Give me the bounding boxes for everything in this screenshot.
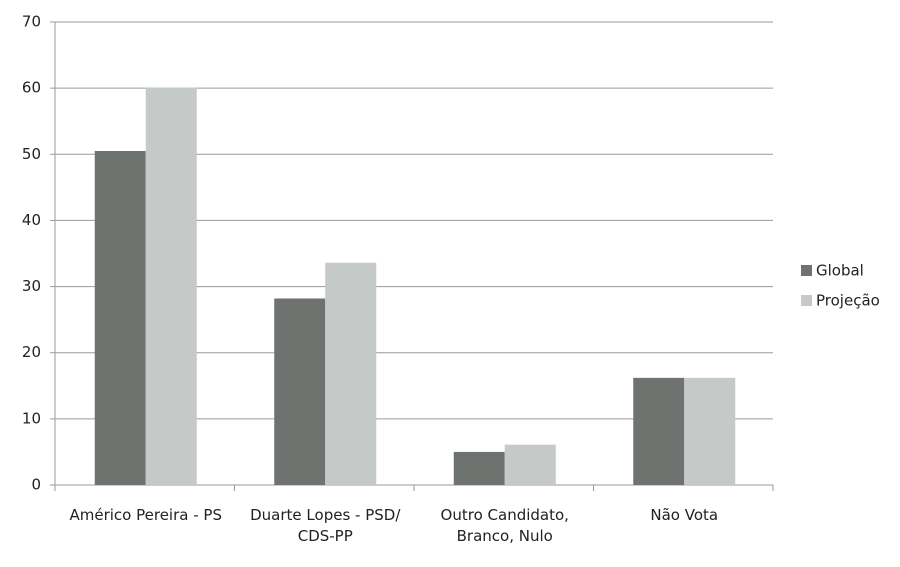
y-tick-label: 30 (22, 277, 41, 295)
bar (94, 150, 146, 485)
bar (453, 451, 505, 485)
legend-label: Global (816, 262, 864, 280)
x-tick-label: Outro Candidato, Branco, Nulo (440, 506, 569, 545)
bar (504, 444, 556, 485)
bar (274, 298, 326, 485)
y-tick-label: 10 (22, 409, 41, 427)
y-tick-label: 20 (22, 343, 41, 361)
y-tick-label: 70 (22, 13, 41, 31)
bar (325, 262, 377, 485)
bar (145, 87, 197, 485)
x-tick-label: Américo Pereira - PS (69, 506, 222, 524)
x-tick-label: Duarte Lopes - PSD/ CDS-PP (250, 506, 401, 545)
bar (684, 377, 736, 485)
y-tick-label: 60 (22, 79, 41, 97)
legend-swatch (801, 295, 812, 306)
bar (633, 377, 685, 485)
legend-label: Projeção (816, 292, 880, 310)
y-tick-label: 40 (22, 211, 41, 229)
legend-swatch (801, 265, 812, 276)
y-tick-label: 50 (22, 145, 41, 163)
y-tick-label: 0 (31, 476, 41, 494)
x-tick-label: Não Vota (650, 506, 719, 524)
